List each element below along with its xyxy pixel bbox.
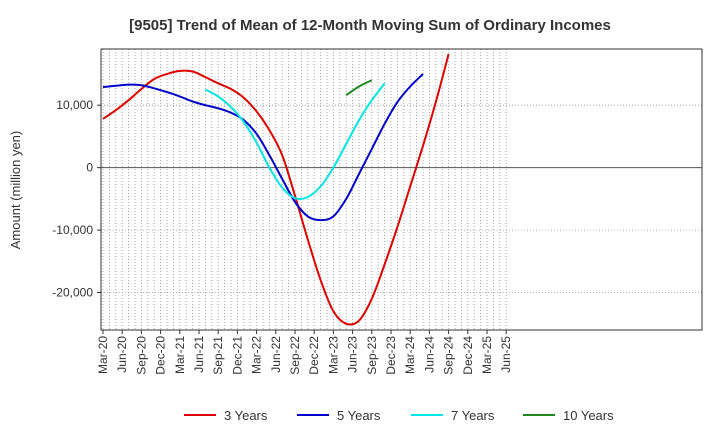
legend-label: 5 Years	[337, 408, 381, 423]
y-tick-label: -10,000	[52, 223, 93, 237]
x-tick-label: Mar-21	[173, 336, 187, 374]
legend-label: 7 Years	[451, 408, 495, 423]
x-tick-label: Mar-25	[480, 336, 494, 374]
plot-area	[101, 49, 702, 330]
x-tick-label: Dec-22	[307, 336, 321, 375]
x-tick-label: Sep-23	[365, 336, 379, 375]
x-tick-label: Dec-20	[154, 336, 168, 375]
x-tick-label: Jun-20	[115, 336, 129, 373]
series-line-3-years	[102, 53, 450, 326]
x-tick-label: Jun-21	[192, 336, 206, 373]
x-tick-label: Jun-23	[346, 336, 360, 373]
series-line-7-years	[204, 82, 386, 201]
x-tick-label: Sep-20	[134, 336, 148, 375]
x-tick-label: Dec-24	[461, 336, 475, 375]
legend-label: 3 Years	[224, 408, 268, 423]
x-axis: Mar-20 Jun-20 Sep-20 Dec-20 Mar-21 Jun-21 Sep-…	[96, 330, 513, 375]
grid	[101, 49, 702, 330]
plot-border	[100, 48, 703, 331]
y-axis-label: Amount (million yen)	[8, 131, 23, 250]
y-axis: 10,000 0 -10,000 -20,000	[52, 98, 101, 300]
y-tick-label: -20,000	[52, 286, 93, 300]
y-tick-label: 0	[86, 161, 93, 175]
x-tick-label: Jun-24	[422, 336, 436, 373]
legend-label: 10 Years	[563, 408, 614, 423]
x-tick-label: Dec-21	[230, 336, 244, 375]
chart-title: [9505] Trend of Mean of 12-Month Moving …	[129, 17, 611, 34]
x-tick-label: Sep-24	[442, 336, 456, 375]
series-lines	[102, 53, 450, 326]
series-line-5-years	[102, 73, 424, 222]
legend: 3 Years 5 Years 7 Years 10 Years	[184, 408, 614, 423]
x-tick-label: Jun-25	[499, 336, 513, 373]
x-tick-label: Mar-24	[403, 336, 417, 374]
x-tick-label: Dec-23	[384, 336, 398, 375]
x-tick-label: Mar-23	[326, 336, 340, 374]
x-tick-label: Sep-22	[288, 336, 302, 375]
y-tick-label: 10,000	[56, 98, 93, 112]
x-tick-label: Mar-22	[250, 336, 264, 374]
x-tick-label: Sep-21	[211, 336, 225, 375]
x-tick-label: Jun-22	[269, 336, 283, 373]
series-line-10-years	[345, 79, 373, 97]
x-tick-label: Mar-20	[96, 336, 110, 374]
